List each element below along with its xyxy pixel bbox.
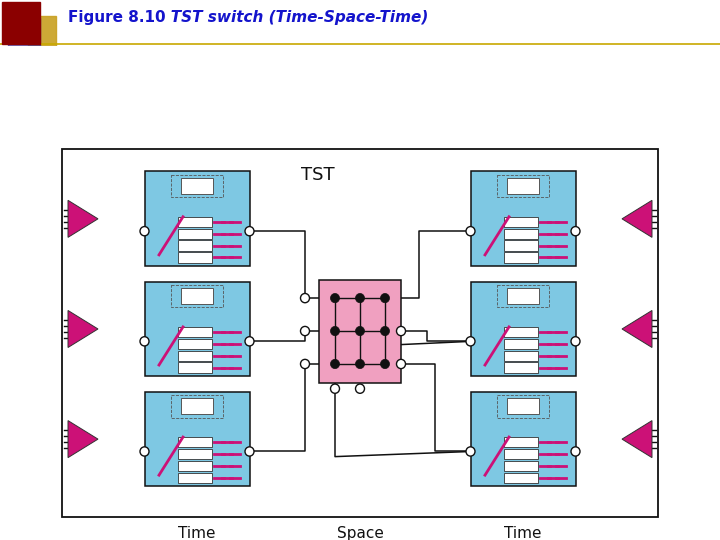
Bar xyxy=(504,217,538,227)
Circle shape xyxy=(300,359,310,369)
Bar xyxy=(470,392,575,487)
Polygon shape xyxy=(68,200,98,238)
Circle shape xyxy=(330,293,340,303)
Bar xyxy=(178,350,212,361)
Circle shape xyxy=(466,337,475,346)
Bar xyxy=(504,449,538,459)
Bar xyxy=(504,252,538,262)
Bar xyxy=(507,288,539,304)
Circle shape xyxy=(330,359,340,369)
Circle shape xyxy=(356,359,364,369)
Bar xyxy=(145,392,250,487)
Bar xyxy=(178,252,212,262)
Bar xyxy=(504,437,538,447)
Bar xyxy=(62,149,658,517)
Text: Time: Time xyxy=(504,526,541,540)
Bar xyxy=(171,285,223,307)
Circle shape xyxy=(330,326,340,336)
Text: TST: TST xyxy=(302,166,335,184)
Bar xyxy=(178,327,212,337)
Bar xyxy=(181,398,213,414)
Bar xyxy=(504,461,538,471)
Circle shape xyxy=(466,227,475,236)
Circle shape xyxy=(300,326,310,336)
Text: Figure 8.10: Figure 8.10 xyxy=(68,10,166,25)
Bar xyxy=(178,472,212,483)
Circle shape xyxy=(356,326,364,336)
Circle shape xyxy=(356,293,364,303)
Polygon shape xyxy=(622,421,652,457)
Circle shape xyxy=(380,326,390,336)
Bar xyxy=(178,437,212,447)
Polygon shape xyxy=(622,310,652,348)
Polygon shape xyxy=(68,310,98,348)
Bar xyxy=(145,172,250,266)
Circle shape xyxy=(245,447,254,456)
Bar xyxy=(504,228,538,239)
Polygon shape xyxy=(622,200,652,238)
Circle shape xyxy=(245,337,254,346)
Bar xyxy=(504,327,538,337)
Bar xyxy=(319,280,401,382)
Circle shape xyxy=(571,447,580,456)
Bar xyxy=(470,282,575,376)
Circle shape xyxy=(380,293,390,303)
Circle shape xyxy=(330,384,340,393)
Bar xyxy=(178,240,212,251)
Circle shape xyxy=(571,227,580,236)
Bar xyxy=(178,228,212,239)
Bar xyxy=(504,350,538,361)
Bar xyxy=(504,472,538,483)
Bar xyxy=(178,339,212,349)
Polygon shape xyxy=(68,421,98,457)
Bar xyxy=(504,362,538,373)
Bar xyxy=(504,339,538,349)
Circle shape xyxy=(356,384,364,393)
Text: TST switch (Time-Space-Time): TST switch (Time-Space-Time) xyxy=(155,10,428,25)
Bar xyxy=(497,285,549,307)
Circle shape xyxy=(140,227,149,236)
Circle shape xyxy=(245,227,254,236)
Bar xyxy=(507,398,539,414)
Bar xyxy=(8,18,40,56)
Bar xyxy=(497,395,549,417)
Circle shape xyxy=(300,293,310,303)
Bar xyxy=(470,172,575,266)
Bar xyxy=(171,174,223,197)
Circle shape xyxy=(571,337,580,346)
Bar xyxy=(181,178,213,194)
Bar xyxy=(178,217,212,227)
Bar xyxy=(497,174,549,197)
Circle shape xyxy=(140,337,149,346)
Bar xyxy=(178,449,212,459)
Circle shape xyxy=(380,359,390,369)
Circle shape xyxy=(466,447,475,456)
Text: Time: Time xyxy=(179,526,216,540)
Bar xyxy=(504,240,538,251)
Text: Space: Space xyxy=(336,526,384,540)
Bar xyxy=(2,2,40,44)
Circle shape xyxy=(397,326,405,336)
Bar xyxy=(507,178,539,194)
Bar xyxy=(171,395,223,417)
Bar xyxy=(181,288,213,304)
Bar xyxy=(28,16,56,48)
Circle shape xyxy=(140,447,149,456)
Bar xyxy=(145,282,250,376)
Bar xyxy=(178,461,212,471)
Bar xyxy=(178,362,212,373)
Circle shape xyxy=(397,359,405,369)
